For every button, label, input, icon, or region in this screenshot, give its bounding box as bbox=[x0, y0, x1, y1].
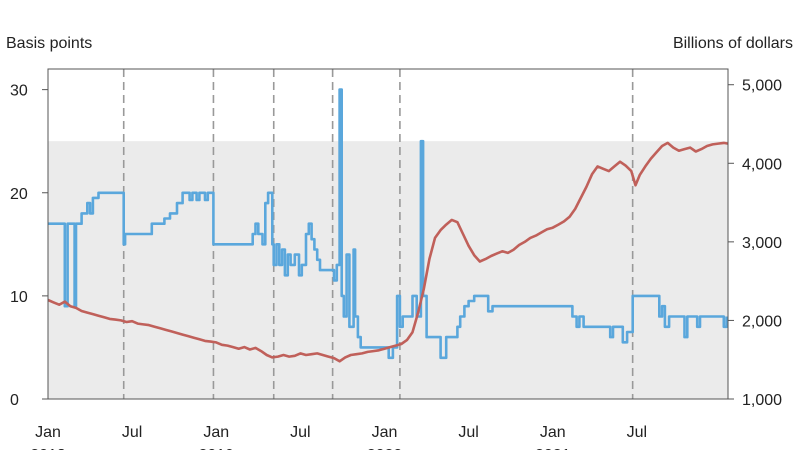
left-tick-label: 10 bbox=[10, 289, 28, 306]
series-line-billions bbox=[47, 141, 729, 363]
left-axis-title: Basis points bbox=[6, 35, 92, 52]
x-tick-label: Jan bbox=[372, 424, 398, 441]
right-tick-label: 2,000 bbox=[742, 313, 782, 330]
left-tick-label: 0 bbox=[10, 392, 19, 409]
x-tick-label: Jan bbox=[35, 424, 61, 441]
x-tick-year: 2019 bbox=[198, 447, 234, 450]
left-tick-label: 30 bbox=[10, 83, 28, 100]
right-tick-label: 5,000 bbox=[742, 78, 782, 95]
x-axis-ticks: Jan 2018 Jul Jan 2019 Jul Jan 2020 Jul Jan 2021 Jul bbox=[30, 424, 647, 450]
right-tick-label: 3,000 bbox=[742, 235, 782, 252]
x-tick-label: Jan bbox=[540, 424, 566, 441]
left-axis-ticks: 0 10 20 30 bbox=[10, 83, 48, 409]
x-tick-label: Jul bbox=[458, 424, 478, 441]
plot-frame bbox=[47, 68, 729, 400]
right-tick-label: 4,000 bbox=[742, 156, 782, 173]
right-axis-ticks: 1,000 2,000 3,000 4,000 5,000 bbox=[728, 78, 782, 409]
axis-titles: Basis points Billions of dollars bbox=[6, 35, 793, 52]
x-tick-year: 2018 bbox=[30, 447, 66, 450]
x-tick-label: Jan bbox=[203, 424, 229, 441]
x-tick-year: 2021 bbox=[535, 447, 571, 450]
left-tick-label: 20 bbox=[10, 186, 28, 203]
x-tick-label: Jul bbox=[627, 424, 647, 441]
plot-area bbox=[47, 68, 729, 400]
series-line-basis-points bbox=[48, 88, 728, 360]
right-axis-title: Billions of dollars bbox=[673, 35, 793, 52]
x-tick-label: Jul bbox=[290, 424, 310, 441]
right-tick-label: 1,000 bbox=[742, 392, 782, 409]
shaded-band bbox=[48, 141, 728, 399]
x-tick-year: 2020 bbox=[367, 447, 403, 450]
x-tick-label: Jul bbox=[122, 424, 142, 441]
